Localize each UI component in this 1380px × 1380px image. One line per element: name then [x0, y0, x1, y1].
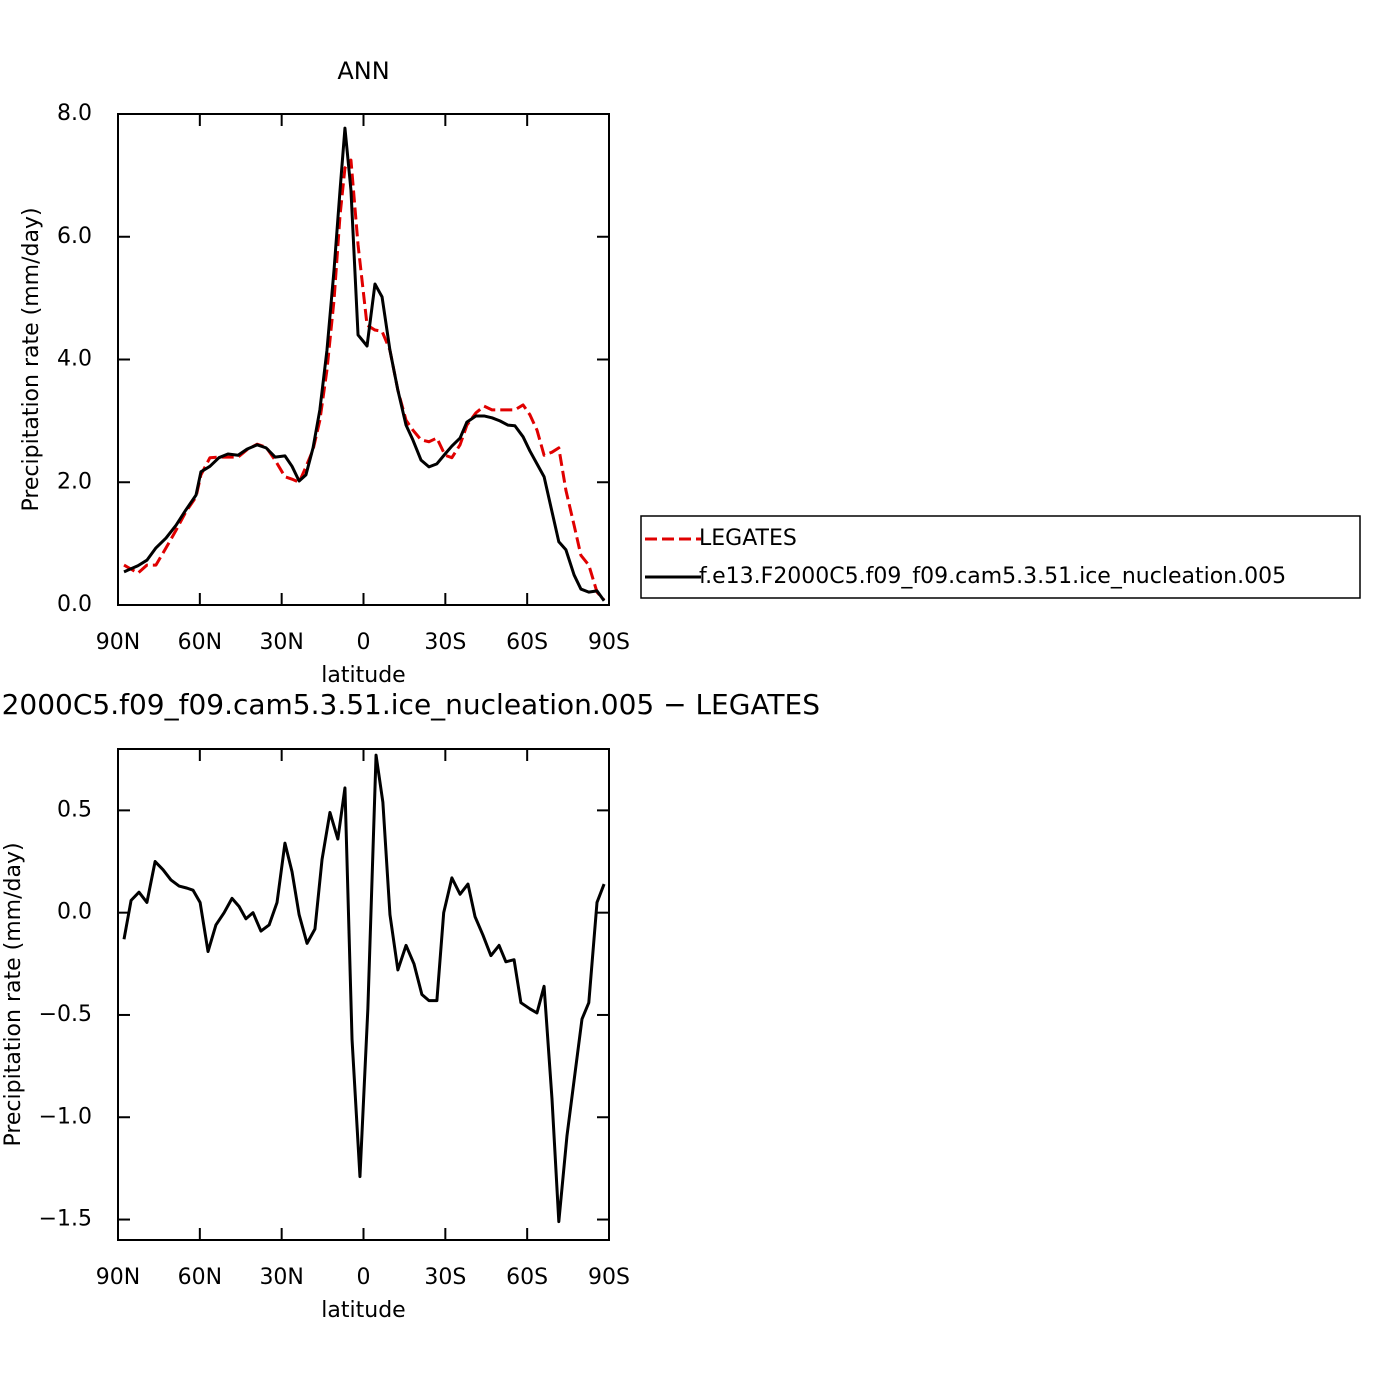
y-tick-label: 0.0 [57, 900, 92, 925]
y-tick-label: −1.0 [39, 1104, 92, 1129]
x-tick-label: 60S [506, 630, 548, 655]
data-line [122, 753, 606, 1224]
plot-frame [117, 113, 610, 606]
chart: 90N 60N 30N 0 30S 60S 90S 0.0 2.0 4.0 6.0 8.0 ANN lat… [19, 57, 1361, 688]
x-tick-label: 60N [178, 630, 222, 655]
y-tick-label: 0.5 [57, 797, 92, 822]
plot-frame [117, 748, 610, 1241]
x-tick-label: 90S [588, 1265, 630, 1290]
data-line [123, 158, 606, 602]
x-tick-label: 90N [96, 1265, 140, 1290]
y-tick-label: 8.0 [57, 101, 92, 126]
x-tick-label: 0 [357, 630, 371, 655]
y-tick-label: −0.5 [39, 1002, 92, 1027]
y-tick-label: 6.0 [57, 224, 92, 249]
chart: 90N 60N 30N 0 30S 60S 90S −1.5 −1.0 −0.5 0.0 0.5 f.e… [0, 688, 820, 1323]
x-tick-label: 0 [357, 1265, 371, 1290]
legend-label: LEGATES [699, 526, 797, 551]
data-line [123, 126, 606, 602]
x-tick-label: 60N [178, 1265, 222, 1290]
y-tick-label: 4.0 [57, 347, 92, 372]
x-tick-label: 30S [424, 630, 466, 655]
y-axis-label: Precipitation rate (mm/day) [19, 207, 44, 511]
y-tick-label: 0.0 [57, 592, 92, 617]
chart-title: ANN [337, 57, 389, 85]
legend-box [640, 515, 1361, 599]
y-axis-label: Precipitation rate (mm/day) [1, 842, 26, 1146]
x-tick-label: 60S [506, 1265, 548, 1290]
x-tick-label: 90S [588, 630, 630, 655]
y-tick-label: −1.5 [39, 1207, 92, 1232]
x-tick-label: 30S [424, 1265, 466, 1290]
x-axis-label: latitude [321, 1298, 405, 1323]
x-tick-label: 30N [259, 630, 303, 655]
chart-title: f.e13.F2000C5.f09_f09.cam5.3.51.ice_nucl… [0, 688, 820, 721]
x-tick-label: 30N [259, 1265, 303, 1290]
y-tick-label: 2.0 [57, 469, 92, 494]
x-axis-label: latitude [321, 663, 405, 688]
legend-label: f.e13.F2000C5.f09_f09.cam5.3.51.ice_nucl… [699, 564, 1286, 589]
x-tick-label: 90N [96, 630, 140, 655]
